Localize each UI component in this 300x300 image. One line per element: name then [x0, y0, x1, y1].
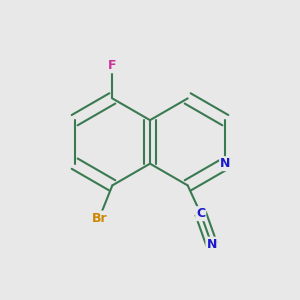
- Text: F: F: [108, 59, 117, 72]
- Text: Br: Br: [92, 212, 107, 224]
- Text: C: C: [196, 207, 205, 220]
- Text: N: N: [206, 238, 217, 250]
- Text: N: N: [220, 157, 230, 170]
